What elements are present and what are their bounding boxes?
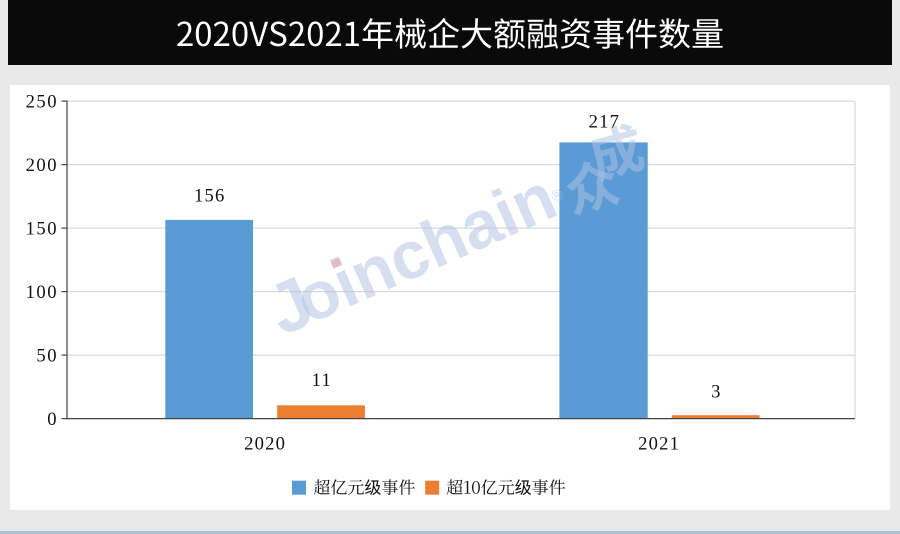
- svg-text:150: 150: [26, 218, 58, 239]
- svg-text:156: 156: [194, 186, 226, 207]
- svg-text:oinchain: oinchain: [284, 159, 566, 338]
- svg-text:3: 3: [711, 381, 722, 402]
- svg-text:11: 11: [312, 370, 332, 391]
- svg-text:200: 200: [26, 155, 58, 176]
- svg-text:0: 0: [47, 409, 58, 430]
- svg-text:50: 50: [36, 345, 58, 366]
- svg-text:217: 217: [589, 112, 621, 133]
- svg-text:2020: 2020: [244, 433, 286, 454]
- svg-text:2021: 2021: [638, 433, 680, 454]
- svg-text:250: 250: [26, 91, 58, 112]
- svg-text:100: 100: [26, 282, 58, 303]
